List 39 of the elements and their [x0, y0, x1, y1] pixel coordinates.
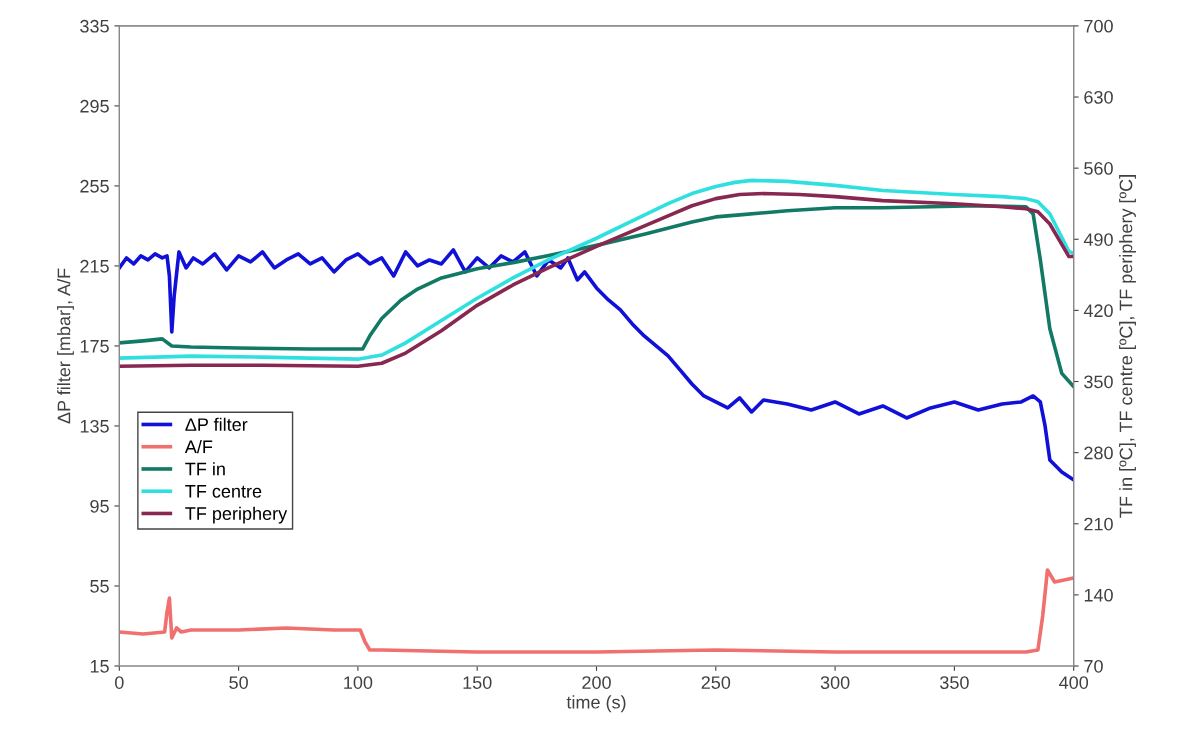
legend-label: TF centre — [185, 485, 262, 498]
x-tick-label: 350 — [940, 676, 969, 689]
y2-axis-title: TF in [ºC], TF centre [ºC], TF periphery [ºC] — [1119, 175, 1136, 518]
x-tick-label: 100 — [344, 676, 373, 689]
y2-tick-label: 140 — [1084, 588, 1113, 602]
legend-label: A/F — [184, 439, 213, 454]
line-series — [119, 203, 1074, 389]
x-tick-label: 150 — [463, 676, 492, 689]
y2-tick-label: 630 — [1084, 90, 1113, 104]
x-tick-label: 0 — [114, 676, 124, 689]
y2-tick-label: 560 — [1084, 162, 1113, 175]
y2-tick-label: 490 — [1083, 233, 1113, 246]
y2-tick-label: 70 — [1084, 659, 1103, 673]
x-tick-label: 250 — [701, 676, 731, 689]
y-tick-label: 295 — [80, 99, 109, 113]
y-axis-title: ΔP filter [mbar], A/F — [57, 268, 74, 424]
y2-tick-label: 210 — [1084, 517, 1113, 531]
line-series — [119, 568, 1074, 654]
y-tick-label: 95 — [90, 499, 109, 513]
y2-tick-label: 280 — [1084, 446, 1113, 460]
y2-tick-label: 420 — [1083, 304, 1113, 318]
y-tick-label: 55 — [90, 580, 109, 593]
legend-label: TF periphery — [185, 506, 288, 524]
y2-tick-label: 700 — [1084, 19, 1113, 33]
x-axis-title: time (s) — [566, 695, 626, 713]
x-tick-label: 50 — [229, 676, 248, 689]
y-tick-label: 255 — [80, 179, 109, 193]
line-series — [119, 248, 1074, 482]
x-tick-label: 400 — [1059, 676, 1089, 689]
x-tick-label: 300 — [820, 676, 850, 689]
x-tick-label: 200 — [582, 676, 611, 689]
y2-tick-label: 350 — [1084, 375, 1113, 389]
y-tick-label: 175 — [80, 340, 109, 353]
y-tick-label: 215 — [80, 259, 109, 273]
legend-label: ΔP filter — [185, 417, 248, 431]
y-tick-label: 15 — [90, 660, 109, 673]
y-tick-label: 135 — [80, 419, 109, 433]
y-tick-label: 335 — [80, 19, 109, 33]
legend-label: TF in — [185, 462, 225, 476]
